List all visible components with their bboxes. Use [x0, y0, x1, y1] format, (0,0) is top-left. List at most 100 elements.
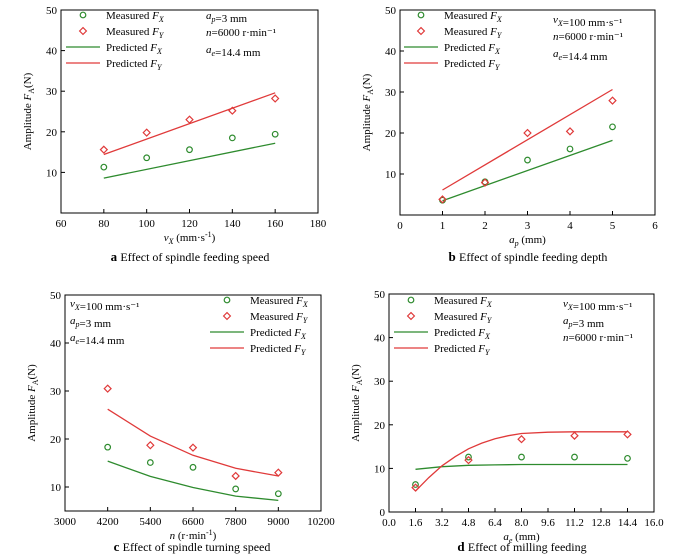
- y-tick-label: 0: [380, 507, 386, 519]
- data-point: [142, 128, 151, 137]
- y-tick-label: 30: [50, 386, 62, 398]
- data-point: [103, 384, 112, 393]
- data-point: [189, 463, 197, 471]
- data-point: [465, 453, 472, 461]
- param-annotation: vX=100 mm·s⁻¹: [70, 298, 139, 313]
- x-tick-label: 7800: [225, 516, 248, 528]
- data-point: [146, 459, 154, 466]
- x-tick-label: 3: [525, 220, 531, 232]
- plot-frame: [60, 9, 319, 214]
- x-tick-label: 14.4: [618, 517, 638, 529]
- x-tick-label: 5400: [139, 516, 162, 528]
- data-point: [608, 96, 617, 105]
- legend-label: Measured FX: [434, 295, 493, 309]
- data-point: [186, 146, 193, 154]
- data-point: [518, 453, 525, 461]
- y-axis-label: Amplitude FA(N): [361, 73, 375, 151]
- y-tick-label: 40: [50, 338, 62, 350]
- legend-label: Predicted FX: [434, 327, 491, 341]
- legend-label: Predicted FY: [250, 343, 307, 357]
- x-tick-label: 11.2: [565, 517, 584, 529]
- y-tick-label: 30: [385, 87, 397, 99]
- legend-item: Predicted FX: [404, 42, 501, 56]
- x-tick-label: 3.2: [435, 517, 449, 529]
- series-line-predicted-f_x: [103, 142, 276, 179]
- y-tick-label: 10: [50, 482, 62, 494]
- x-axis-label: vX (mm·s-1): [164, 230, 216, 246]
- x-tick-label: 120: [181, 218, 198, 230]
- x-tick-label: 80: [98, 218, 110, 230]
- legend-item: Measured FY: [222, 311, 309, 325]
- x-tick-label: 100: [138, 218, 155, 230]
- legend-label: Measured FY: [106, 26, 165, 40]
- chart-panel-a: 60 80 100 120 140 160 180 10 20 30 40 50 vX (mm·s-1)…: [22, 5, 327, 264]
- y-tick-label: 20: [374, 420, 386, 432]
- legend-item: Measured FY: [406, 311, 493, 325]
- series-line-predicted-f_x: [415, 463, 628, 470]
- legend-label: Measured FY: [434, 311, 493, 325]
- legend-item: Measured FX: [417, 10, 503, 24]
- param-annotation: ap=3 mm: [70, 315, 112, 330]
- y-tick-label: 40: [374, 333, 386, 345]
- x-tick-label: 9000: [267, 516, 290, 528]
- legend-label: Predicted FY: [444, 58, 501, 72]
- param-annotation: n=6000 r·min⁻¹: [553, 31, 623, 43]
- data-point: [271, 130, 279, 138]
- x-tick-label: 4: [567, 220, 573, 232]
- legend-item: Predicted FY: [404, 58, 501, 72]
- y-axis-label: Amplitude FA(N): [26, 364, 40, 442]
- panel-caption: a Effect of spindle feeding speed: [111, 249, 270, 264]
- legend-label: Measured FX: [444, 10, 503, 24]
- legend-label: Measured FX: [106, 10, 165, 24]
- legend-marker: [406, 311, 416, 321]
- data-point: [523, 128, 532, 138]
- data-point: [274, 468, 283, 477]
- legend-label: Predicted FX: [106, 42, 163, 56]
- legend-item: Predicted FY: [394, 343, 491, 357]
- param-annotation: ap=3 mm: [206, 10, 248, 25]
- panel-caption: c Effect of spindle turning speed: [114, 539, 271, 554]
- legend-marker: [416, 26, 426, 36]
- param-annotation: ae=14.4 mm: [70, 332, 125, 347]
- y-tick-label: 50: [50, 290, 62, 302]
- param-annotation: ae=14.4 mm: [206, 44, 261, 59]
- y-axis-label: Amplitude FA(N): [350, 364, 364, 442]
- plot-frame: [388, 293, 655, 513]
- x-axis-label: ap (mm): [509, 234, 546, 248]
- legend-label: Predicted FX: [250, 327, 307, 341]
- data-point: [438, 195, 447, 204]
- legend-item: Predicted FX: [66, 42, 163, 56]
- data-point: [100, 163, 108, 171]
- data-point: [464, 455, 473, 465]
- legend-label: Predicted FX: [444, 42, 501, 56]
- legend-label: Measured FY: [444, 26, 503, 40]
- chart-panel-d: 0.0 1.6 3.2 4.8 6.4 8.0 9.6 11.2 12.8 14.4 16.0 0 10…: [350, 289, 664, 554]
- series-line-predicted-f_y: [415, 431, 628, 492]
- series-line-predicted-f_x: [442, 139, 613, 202]
- legend-label: Predicted FY: [434, 343, 491, 357]
- data-point: [143, 154, 151, 162]
- x-tick-label: 180: [310, 218, 327, 230]
- data-point: [412, 481, 419, 488]
- data-point: [623, 430, 632, 439]
- legend-marker: [417, 11, 425, 19]
- x-tick-label: 0.0: [382, 517, 396, 529]
- param-annotation: n=6000 r·min⁻¹: [563, 332, 633, 344]
- data-point: [270, 94, 280, 103]
- legend-item: Measured FY: [416, 26, 503, 40]
- y-tick-label: 10: [385, 169, 397, 181]
- series-line-predicted-f_y: [442, 88, 613, 191]
- x-tick-label: 4.8: [462, 517, 476, 529]
- x-tick-label: 1.6: [409, 517, 423, 529]
- legend-marker: [223, 296, 231, 304]
- param-annotation: vX=100 mm·s⁻¹: [553, 14, 622, 29]
- x-tick-label: 0: [397, 220, 403, 232]
- x-tick-label: 4200: [97, 516, 120, 528]
- x-tick-label: 6600: [182, 516, 205, 528]
- data-point: [609, 123, 616, 131]
- data-point: [570, 431, 579, 440]
- data-point: [146, 440, 155, 450]
- data-point: [565, 127, 575, 136]
- y-tick-label: 50: [385, 5, 397, 17]
